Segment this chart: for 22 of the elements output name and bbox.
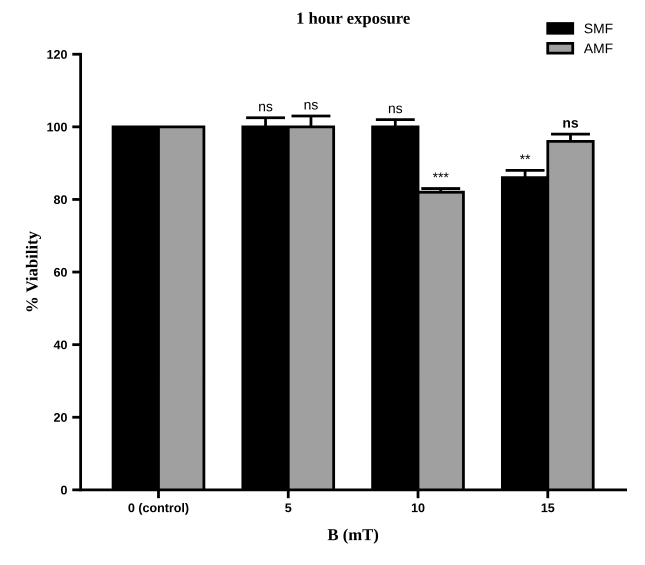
data-label: ns — [304, 102, 318, 110]
y-tick-label: 20 — [54, 413, 67, 422]
data-label: ns — [388, 106, 402, 114]
x-tick-label: 5 — [285, 504, 292, 512]
x-tick-label: 15 — [542, 504, 554, 512]
chart-title: 1 hour exposure — [297, 12, 410, 28]
data-label: *** — [432, 172, 449, 178]
x-axis-title: B (mT) — [328, 528, 378, 544]
data-label: ns — [563, 120, 578, 128]
y-tick-label: 0 — [60, 486, 67, 495]
data-label: ** — [520, 154, 530, 160]
x-tick-label: 10 — [412, 503, 424, 512]
y-tick-label: 60 — [54, 268, 67, 277]
y-axis-title: % Viability — [26, 231, 42, 312]
legend-label: SMF — [584, 24, 613, 34]
y-tick-label: 100 — [47, 122, 67, 132]
y-tick-label: 40 — [54, 340, 67, 350]
y-tick-label: 120 — [47, 50, 67, 59]
y-tick-label: 80 — [54, 195, 67, 204]
legend-label: AMF — [584, 44, 613, 54]
x-tick-label: 0 (control) — [128, 503, 188, 515]
data-label: ns — [259, 104, 272, 112]
